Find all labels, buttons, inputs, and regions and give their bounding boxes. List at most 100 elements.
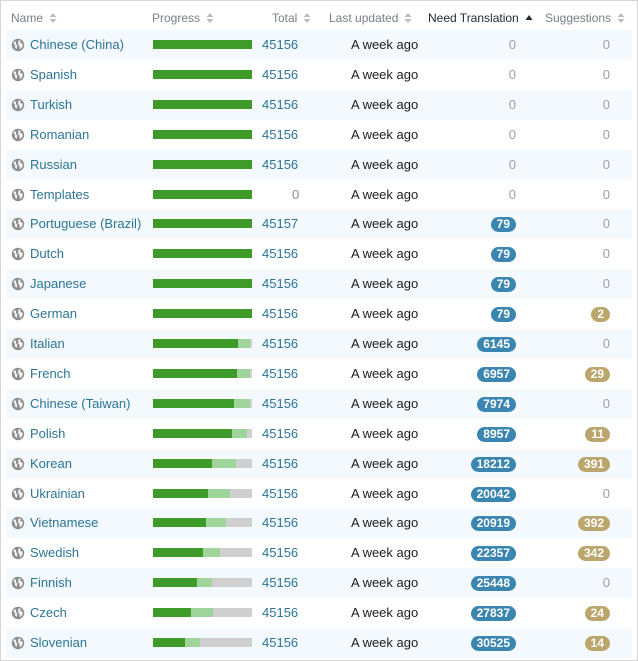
suggestions-cell[interactable]: 0 — [603, 239, 610, 269]
need-translation-cell[interactable]: 18212 — [470, 449, 516, 479]
suggestions-cell[interactable]: 391 — [577, 449, 610, 479]
header-last-updated[interactable]: Last updated — [329, 1, 412, 35]
suggestions-badge[interactable]: 342 — [577, 546, 610, 562]
language-link[interactable]: Czech — [11, 598, 67, 628]
need-translation-cell[interactable]: 20919 — [470, 508, 516, 538]
suggestions-cell[interactable]: 2 — [591, 299, 610, 329]
total-count[interactable]: 45156 — [262, 97, 299, 112]
total-count[interactable]: 45156 — [262, 246, 299, 261]
need-translation-cell[interactable]: 30525 — [470, 628, 516, 658]
header-progress[interactable]: Progress — [152, 1, 214, 35]
language-link[interactable]: Portuguese (Brazil) — [11, 209, 141, 239]
suggestions-cell[interactable]: 0 — [603, 150, 610, 180]
language-link[interactable]: German — [11, 299, 77, 329]
total-count[interactable]: 45156 — [262, 605, 299, 620]
need-translation-badge[interactable]: 79 — [490, 217, 516, 233]
suggestions-cell[interactable]: 0 — [603, 120, 610, 150]
language-link[interactable]: Romanian — [11, 120, 89, 150]
language-link[interactable]: French — [11, 359, 70, 389]
suggestions-cell[interactable]: 0 — [603, 568, 610, 598]
need-translation-cell[interactable]: 0 — [509, 150, 516, 180]
language-link[interactable]: Spanish — [11, 60, 77, 90]
total-count[interactable]: 45156 — [262, 37, 299, 52]
need-translation-cell[interactable]: 25448 — [470, 568, 516, 598]
header-suggestions[interactable]: Suggestions — [545, 1, 625, 35]
suggestions-cell[interactable]: 0 — [603, 269, 610, 299]
total-count[interactable]: 45156 — [262, 306, 299, 321]
suggestions-badge[interactable]: 11 — [585, 427, 610, 443]
suggestions-cell[interactable]: 0 — [603, 90, 610, 120]
total-count[interactable]: 45156 — [262, 456, 299, 471]
language-link[interactable]: Italian — [11, 329, 65, 359]
suggestions-badge[interactable]: 24 — [584, 606, 610, 622]
language-link[interactable]: Finnish — [11, 568, 72, 598]
language-link[interactable]: Chinese (China) — [11, 30, 124, 60]
suggestions-cell[interactable]: 14 — [584, 628, 610, 658]
need-translation-badge[interactable]: 18212 — [470, 457, 516, 473]
suggestions-cell[interactable]: 0 — [603, 60, 610, 90]
suggestions-cell[interactable]: 0 — [603, 209, 610, 239]
total-count[interactable]: 45156 — [262, 157, 299, 172]
need-translation-badge[interactable]: 7974 — [477, 397, 516, 413]
language-link[interactable]: Swedish — [11, 538, 79, 568]
need-translation-cell[interactable]: 8957 — [477, 419, 516, 449]
total-count[interactable]: 45157 — [262, 216, 299, 231]
suggestions-cell[interactable]: 0 — [603, 329, 610, 359]
need-translation-cell[interactable]: 6957 — [477, 359, 516, 389]
suggestions-cell[interactable]: 0 — [603, 389, 610, 419]
total-count[interactable]: 0 — [292, 187, 300, 202]
language-link[interactable]: Slovenian — [11, 628, 87, 658]
need-translation-cell[interactable]: 6145 — [477, 329, 516, 359]
need-translation-cell[interactable]: 79 — [490, 299, 516, 329]
need-translation-cell[interactable]: 0 — [509, 90, 516, 120]
total-count[interactable]: 45156 — [262, 515, 299, 530]
need-translation-cell[interactable]: 0 — [509, 30, 516, 60]
suggestions-badge[interactable]: 14 — [584, 636, 610, 652]
suggestions-cell[interactable]: 0 — [603, 479, 610, 509]
language-link[interactable]: Turkish — [11, 90, 72, 120]
need-translation-cell[interactable]: 20042 — [470, 479, 516, 509]
language-link[interactable]: Russian — [11, 150, 77, 180]
header-total[interactable]: Total — [272, 1, 311, 35]
need-translation-cell[interactable]: 79 — [490, 269, 516, 299]
total-count[interactable]: 45156 — [262, 426, 299, 441]
need-translation-badge[interactable]: 27837 — [470, 606, 516, 622]
total-count[interactable]: 45156 — [262, 127, 299, 142]
total-count[interactable]: 45156 — [262, 276, 299, 291]
total-count[interactable]: 45156 — [262, 575, 299, 590]
suggestions-badge[interactable]: 392 — [577, 516, 610, 532]
language-link[interactable]: Chinese (Taiwan) — [11, 389, 130, 419]
suggestions-badge[interactable]: 29 — [584, 367, 610, 383]
need-translation-badge[interactable]: 25448 — [470, 576, 516, 592]
need-translation-badge[interactable]: 8957 — [477, 427, 516, 443]
need-translation-badge[interactable]: 22357 — [470, 546, 516, 562]
need-translation-badge[interactable]: 79 — [490, 307, 516, 323]
need-translation-cell[interactable]: 0 — [509, 60, 516, 90]
need-translation-badge[interactable]: 30525 — [470, 636, 516, 652]
language-link[interactable]: Japanese — [11, 269, 86, 299]
suggestions-badge[interactable]: 2 — [591, 307, 610, 323]
total-count[interactable]: 45156 — [262, 336, 299, 351]
need-translation-cell[interactable]: 79 — [490, 239, 516, 269]
language-link[interactable]: Dutch — [11, 239, 64, 269]
need-translation-cell[interactable]: 22357 — [470, 538, 516, 568]
suggestions-cell[interactable]: 392 — [577, 508, 610, 538]
suggestions-cell[interactable]: 0 — [603, 180, 610, 210]
header-need-translation[interactable]: Need Translation — [428, 1, 533, 35]
language-link[interactable]: Templates — [11, 180, 89, 210]
suggestions-cell[interactable]: 0 — [603, 30, 610, 60]
language-link[interactable]: Ukrainian — [11, 479, 85, 509]
suggestions-cell[interactable]: 29 — [584, 359, 610, 389]
need-translation-cell[interactable]: 0 — [509, 180, 516, 210]
need-translation-cell[interactable]: 7974 — [477, 389, 516, 419]
total-count[interactable]: 45156 — [262, 396, 299, 411]
suggestions-cell[interactable]: 342 — [577, 538, 610, 568]
language-link[interactable]: Polish — [11, 419, 65, 449]
need-translation-badge[interactable]: 79 — [490, 277, 516, 293]
suggestions-cell[interactable]: 11 — [585, 419, 610, 449]
total-count[interactable]: 45156 — [262, 545, 299, 560]
suggestions-cell[interactable]: 24 — [584, 598, 610, 628]
total-count[interactable]: 45156 — [262, 486, 299, 501]
need-translation-badge[interactable]: 79 — [490, 247, 516, 263]
need-translation-cell[interactable]: 79 — [490, 209, 516, 239]
